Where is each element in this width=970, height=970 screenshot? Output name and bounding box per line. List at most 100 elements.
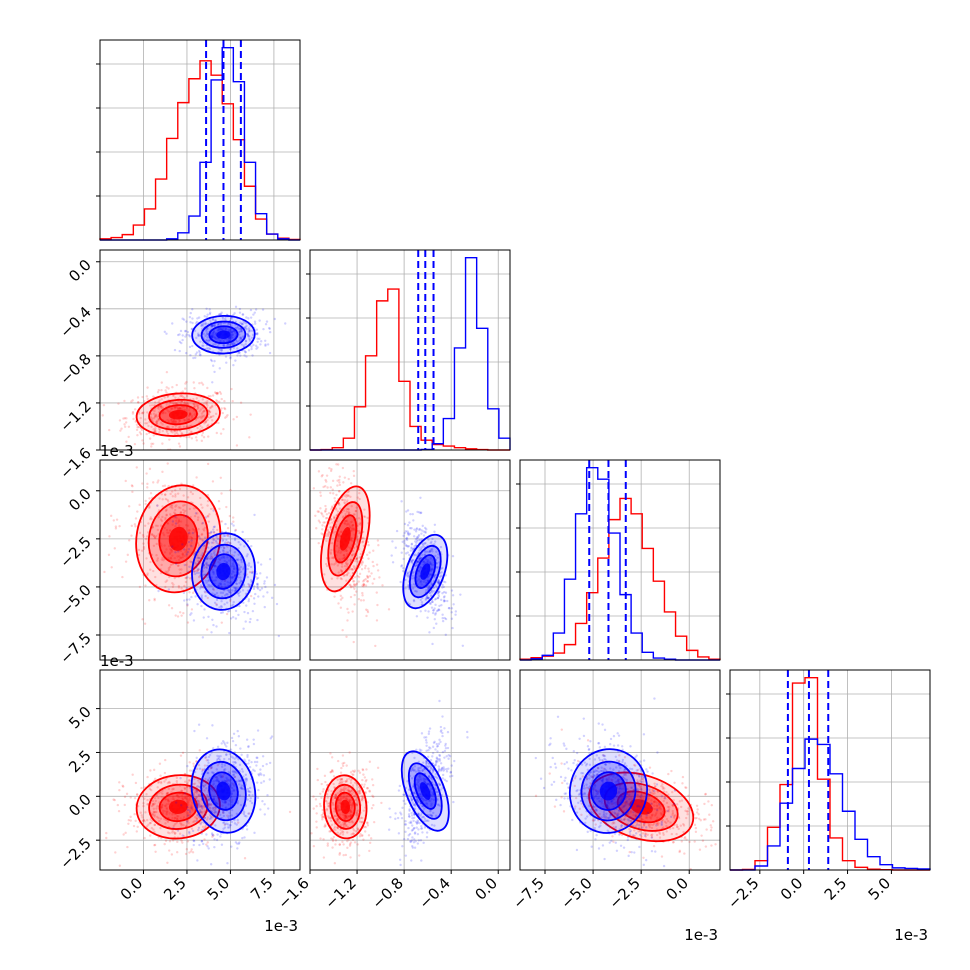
sample-point <box>238 568 241 572</box>
sample-point <box>181 317 184 320</box>
sample-point <box>131 485 134 488</box>
sample-point <box>184 335 187 338</box>
sample-point <box>252 587 256 591</box>
sample-point <box>241 322 244 326</box>
sample-point <box>165 579 169 582</box>
sample-point <box>330 837 333 840</box>
sample-point <box>199 408 202 411</box>
sample-point <box>154 850 157 853</box>
sample-point <box>178 340 182 344</box>
sample-point <box>197 723 201 726</box>
sample-point <box>369 837 373 840</box>
sample-point <box>216 329 220 332</box>
sample-point <box>205 737 209 740</box>
sample-point <box>339 594 342 598</box>
sample-point <box>130 524 134 528</box>
sample-point <box>228 514 232 518</box>
sample-point <box>264 339 267 342</box>
sample-point <box>137 553 141 557</box>
sample-point <box>234 609 238 613</box>
sample-point <box>229 580 233 584</box>
sample-point <box>429 602 432 606</box>
sample-point <box>228 336 231 340</box>
sample-point <box>231 570 234 573</box>
sample-point <box>443 727 446 730</box>
sample-point <box>424 739 428 742</box>
sample-point <box>264 322 268 326</box>
sample-point <box>159 404 162 408</box>
sample-point <box>156 528 160 532</box>
sample-point <box>181 555 185 559</box>
sample-point <box>162 532 165 535</box>
sample-point <box>459 593 462 596</box>
sample-point <box>165 548 168 551</box>
sample-point <box>213 561 217 565</box>
sample-point <box>351 610 354 613</box>
sample-point <box>216 833 219 836</box>
sample-point <box>167 557 170 560</box>
sample-point <box>242 627 245 630</box>
sample-point <box>419 496 422 499</box>
sample-point <box>220 621 223 624</box>
sample-point <box>172 583 175 586</box>
sample-point <box>188 529 191 532</box>
sample-point <box>353 587 356 591</box>
sample-point <box>176 851 179 854</box>
sample-point <box>194 436 198 439</box>
sample-point <box>202 402 205 405</box>
sample-point <box>172 826 175 830</box>
sample-point <box>143 400 146 403</box>
sample-point <box>216 537 220 540</box>
sample-point <box>222 547 226 550</box>
sample-point <box>196 859 199 862</box>
sample-point <box>193 329 197 333</box>
sample-point <box>232 342 235 345</box>
sample-point <box>167 531 170 535</box>
sample-point <box>188 832 191 835</box>
sample-point <box>200 594 204 597</box>
sample-point <box>200 585 203 589</box>
sample-point <box>165 528 169 532</box>
sample-point <box>192 397 195 401</box>
sample-point <box>208 513 211 516</box>
sample-point <box>209 406 212 410</box>
sample-point <box>178 419 181 422</box>
sample-point <box>159 524 163 527</box>
sample-point <box>213 525 216 528</box>
sample-point <box>190 537 194 540</box>
sample-point <box>150 442 153 446</box>
sample-point <box>216 400 219 403</box>
sample-point <box>400 500 403 503</box>
sample-point <box>207 847 210 850</box>
sample-point <box>157 589 160 593</box>
sample-point <box>185 598 189 601</box>
density-fill-blue <box>216 330 231 339</box>
sample-point <box>351 580 355 583</box>
sample-point <box>150 517 153 521</box>
sample-point <box>198 556 201 560</box>
sample-point <box>247 584 251 587</box>
sample-point <box>212 336 216 339</box>
sample-point <box>127 505 131 508</box>
sample-point <box>186 425 189 428</box>
sample-point <box>137 425 140 429</box>
sample-point <box>202 842 205 846</box>
sample-point <box>142 542 145 545</box>
sample-point <box>219 327 223 330</box>
sample-point <box>260 781 263 785</box>
sample-point <box>148 404 152 407</box>
sample-point <box>166 861 169 864</box>
sample-point <box>211 563 214 567</box>
sample-point <box>362 582 365 586</box>
sample-point <box>218 400 221 403</box>
sample-point <box>187 570 190 574</box>
sample-point <box>371 778 374 781</box>
sample-point <box>244 340 248 343</box>
sample-point <box>398 784 402 788</box>
sample-point <box>245 355 248 358</box>
sample-point <box>183 408 186 411</box>
sample-point <box>176 407 180 410</box>
sample-point <box>232 524 235 527</box>
contour-red <box>135 392 221 437</box>
